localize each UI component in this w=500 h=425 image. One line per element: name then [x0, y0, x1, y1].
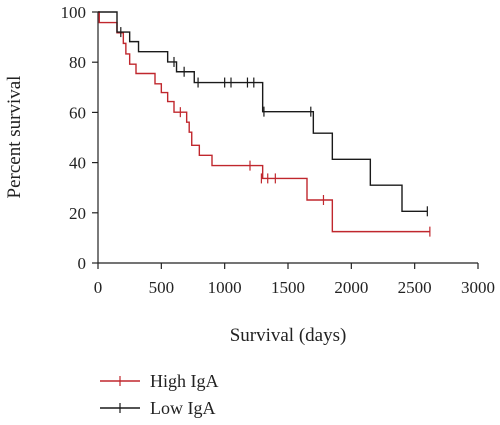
x-tick-label: 2000 [334, 278, 368, 297]
x-tick-label: 3000 [461, 278, 495, 297]
series-high-iga [98, 11, 431, 237]
x-tick-label: 1000 [208, 278, 242, 297]
x-tick-label: 0 [94, 278, 103, 297]
y-axis-title: Percent survival [4, 76, 25, 199]
y-ticks: 0 20 40 60 80 100 [61, 3, 98, 273]
y-tick-label: 40 [69, 154, 86, 173]
survival-line-low-iga [98, 11, 428, 212]
x-tick-label: 1500 [271, 278, 305, 297]
legend: High IgA Low IgA [100, 371, 219, 418]
y-tick-label: 80 [69, 53, 86, 72]
series-layer [98, 11, 431, 237]
y-tick-label: 0 [78, 254, 87, 273]
axes: 0 500 1000 1500 2000 2500 3000 0 20 40 60 80 100 [61, 3, 496, 297]
y-tick-label: 20 [69, 204, 86, 223]
x-tick-label: 2500 [398, 278, 432, 297]
x-ticks: 0 500 1000 1500 2000 2500 3000 [94, 263, 495, 297]
legend-label: High IgA [150, 371, 219, 391]
legend-item-low-iga: Low IgA [100, 398, 216, 418]
series-low-iga [98, 11, 428, 217]
y-tick-label: 100 [61, 3, 87, 22]
x-axis-title: Survival (days) [230, 325, 347, 346]
y-tick-label: 60 [69, 103, 86, 122]
legend-label: Low IgA [150, 398, 216, 418]
survival-line-high-iga [98, 11, 430, 233]
legend-item-high-iga: High IgA [100, 371, 219, 391]
x-tick-label: 500 [149, 278, 175, 297]
